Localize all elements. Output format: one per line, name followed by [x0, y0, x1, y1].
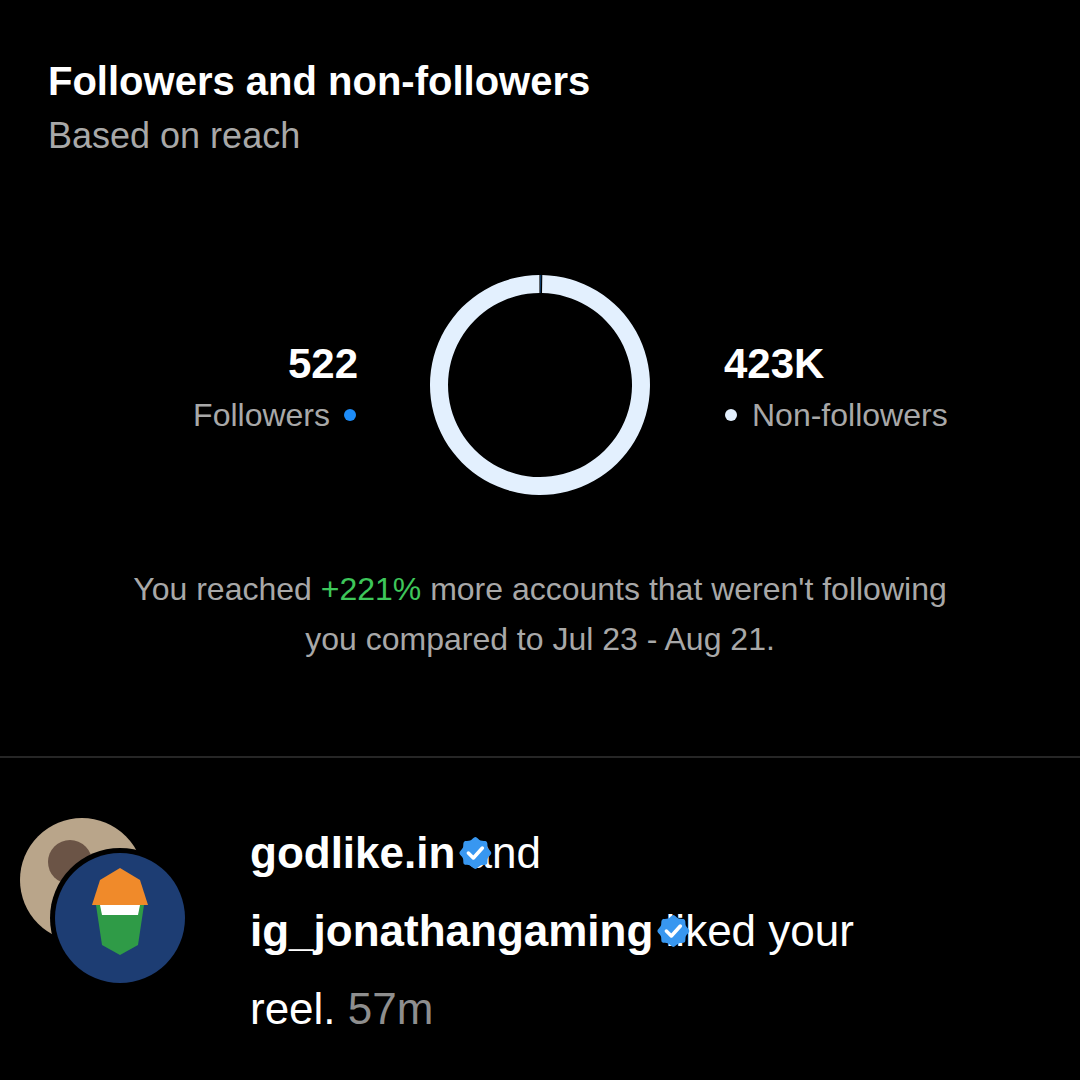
avatar-border [50, 848, 190, 988]
notification-line: ig_jonathangaming liked your [250, 906, 854, 955]
screen: Followers and non-followers Based on reac… [0, 0, 1080, 1080]
title: Followers and non-followers [48, 59, 590, 103]
legend-dot [344, 409, 356, 421]
annotation-text: you compared to Jul 23 - Aug 21. [305, 621, 775, 657]
annotation-text: +221% [321, 571, 422, 607]
legend-label: Followers [193, 397, 330, 433]
logo-part [100, 905, 140, 915]
slice [430, 275, 650, 495]
subtitle: Based on reach [48, 115, 300, 156]
divider [0, 756, 1080, 758]
annotation-line: You reached +221% more accounts that wer… [133, 571, 946, 607]
verified-badge [657, 915, 689, 947]
username[interactable]: ig_jonathangaming [250, 906, 653, 955]
verified-badge [459, 837, 491, 869]
badge-check [666, 926, 680, 936]
annotation-line: you compared to Jul 23 - Aug 21. [305, 621, 775, 657]
value-label: 423K [724, 340, 824, 387]
timestamp: 57m [336, 984, 434, 1033]
logo-part [96, 905, 144, 955]
notification-text: reel. [250, 984, 336, 1033]
badge-shape [459, 837, 491, 869]
value-label: 522 [288, 340, 358, 387]
legend-label: Non-followers [752, 397, 948, 433]
logo-part [92, 868, 148, 905]
badge-shape [657, 915, 689, 947]
annotation-text: more accounts that weren't following [421, 571, 946, 607]
avatar [55, 853, 185, 983]
notification-line: reel. 57m [250, 984, 433, 1033]
annotation-text: You reached [133, 571, 320, 607]
badge-check [468, 848, 482, 858]
slice [540, 275, 542, 293]
legend-dot [725, 409, 737, 421]
notification-text: liked your [653, 906, 854, 955]
notification-text: and [455, 828, 541, 877]
username[interactable]: godlike.in [250, 828, 455, 877]
background [0, 0, 1080, 1080]
donut [430, 275, 650, 495]
notification-line: godlike.in and [250, 828, 541, 877]
